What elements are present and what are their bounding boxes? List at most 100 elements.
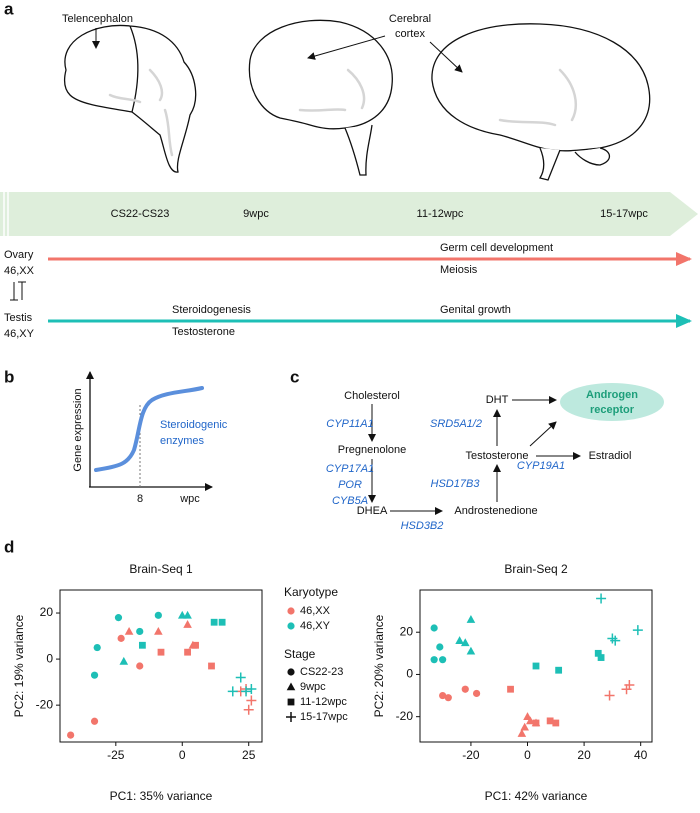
point (632, 625, 643, 636)
y-tick-label: 0 (46, 651, 53, 665)
pathway-node: DHT (486, 394, 509, 406)
point (520, 722, 529, 731)
point (461, 685, 469, 693)
point (596, 593, 607, 604)
plot-frame (59, 589, 263, 743)
enzyme: CYB5A (332, 495, 368, 507)
point (604, 690, 615, 701)
event-label: Meiosis (440, 264, 478, 276)
receptor-ellipse (560, 383, 664, 421)
x-tick-label: -25 (107, 748, 125, 762)
legend-title: Stage (284, 647, 316, 661)
point (138, 641, 146, 649)
chart-title: Brain-Seq 1 (129, 562, 193, 576)
point (466, 615, 476, 623)
event-label: Steroidogenesis (172, 304, 251, 316)
enzyme: HSD3B2 (401, 520, 444, 532)
point (517, 729, 527, 737)
point (183, 620, 192, 628)
point (526, 716, 535, 725)
point (597, 654, 605, 661)
enzyme: HSD17B3 (431, 478, 481, 490)
legend-swatch (287, 668, 295, 676)
y-axis-label: PC2: 19% variance (12, 614, 26, 717)
legend-label: 46,XY (300, 620, 331, 632)
pathway-node: Cholesterol (344, 390, 400, 402)
sigmoid-curve (94, 386, 204, 472)
point (507, 685, 514, 693)
annotation: cortex (395, 28, 425, 40)
enzyme: SRD5A1/2 (430, 418, 482, 430)
stage-label: CS22-CS23 (111, 208, 170, 220)
point (136, 662, 144, 670)
tick-label: 8 (137, 493, 143, 505)
sex-label: 46,XY (4, 328, 35, 340)
x-tick-label: -20 (462, 748, 480, 762)
sex-label: 46,XX (4, 265, 35, 277)
annotation-arrow (429, 41, 463, 73)
panel-label: b (4, 367, 14, 386)
point (546, 717, 554, 725)
point (218, 618, 226, 626)
point (114, 614, 123, 622)
y-tick-label: 0 (406, 667, 413, 681)
legend-swatch (286, 712, 296, 722)
point (455, 636, 464, 644)
point (532, 719, 540, 727)
point (555, 666, 563, 674)
legend-swatch (286, 682, 296, 691)
legend-swatch (287, 607, 295, 615)
legend-swatch (287, 698, 295, 706)
pathway-node: Testosterone (466, 450, 529, 462)
point (192, 641, 199, 649)
curve-label: Steroidogenic (160, 419, 228, 431)
point (117, 634, 125, 642)
sex-label: Ovary (4, 249, 34, 261)
legend-label: CS22-23 (300, 666, 343, 678)
point (241, 686, 252, 697)
enzyme: CYP11A1 (326, 418, 374, 430)
pathway-arrow (529, 421, 557, 447)
event-label: Germ cell development (440, 242, 553, 254)
x-axis-label: PC1: 35% variance (110, 789, 213, 803)
point (183, 610, 192, 619)
event-label: Genital growth (440, 304, 511, 316)
point (246, 684, 257, 695)
legend-swatch (287, 622, 295, 630)
point (124, 626, 134, 635)
y-tick-label: 20 (400, 624, 414, 638)
pathway-node: DHEA (357, 505, 388, 517)
point (154, 611, 162, 619)
enzyme: CYP19A1 (517, 460, 565, 472)
y-tick-label: 20 (40, 605, 54, 619)
point (90, 671, 99, 679)
chart-title: Brain-Seq 2 (504, 562, 568, 576)
enzyme: CYP17A1 (326, 463, 374, 475)
switch-symbol (10, 281, 26, 301)
point (210, 618, 218, 626)
legend-label: 46,XX (300, 605, 331, 617)
point (466, 646, 476, 655)
timeline-band (0, 192, 698, 236)
legend-label: 11-12wpc (300, 696, 347, 708)
point (243, 704, 254, 715)
annotation: Telencephalon (62, 13, 133, 25)
pathway-node: Androgen (586, 389, 638, 401)
event-label: Testosterone (172, 326, 235, 338)
point (235, 672, 246, 683)
annotation-arrow (307, 35, 386, 60)
stage-label: 11-12wpc (417, 208, 464, 220)
point (460, 638, 470, 647)
point (430, 624, 438, 632)
point (246, 695, 257, 706)
y-axis-label: PC2: 20% variance (372, 614, 386, 717)
y-tick-label: -20 (396, 709, 414, 723)
point (157, 648, 165, 656)
axis-label: Gene expression (72, 388, 84, 471)
point (136, 627, 144, 636)
point (621, 684, 632, 695)
pathway-node: Androstenedione (454, 505, 537, 517)
point (67, 731, 75, 739)
point (436, 643, 444, 651)
